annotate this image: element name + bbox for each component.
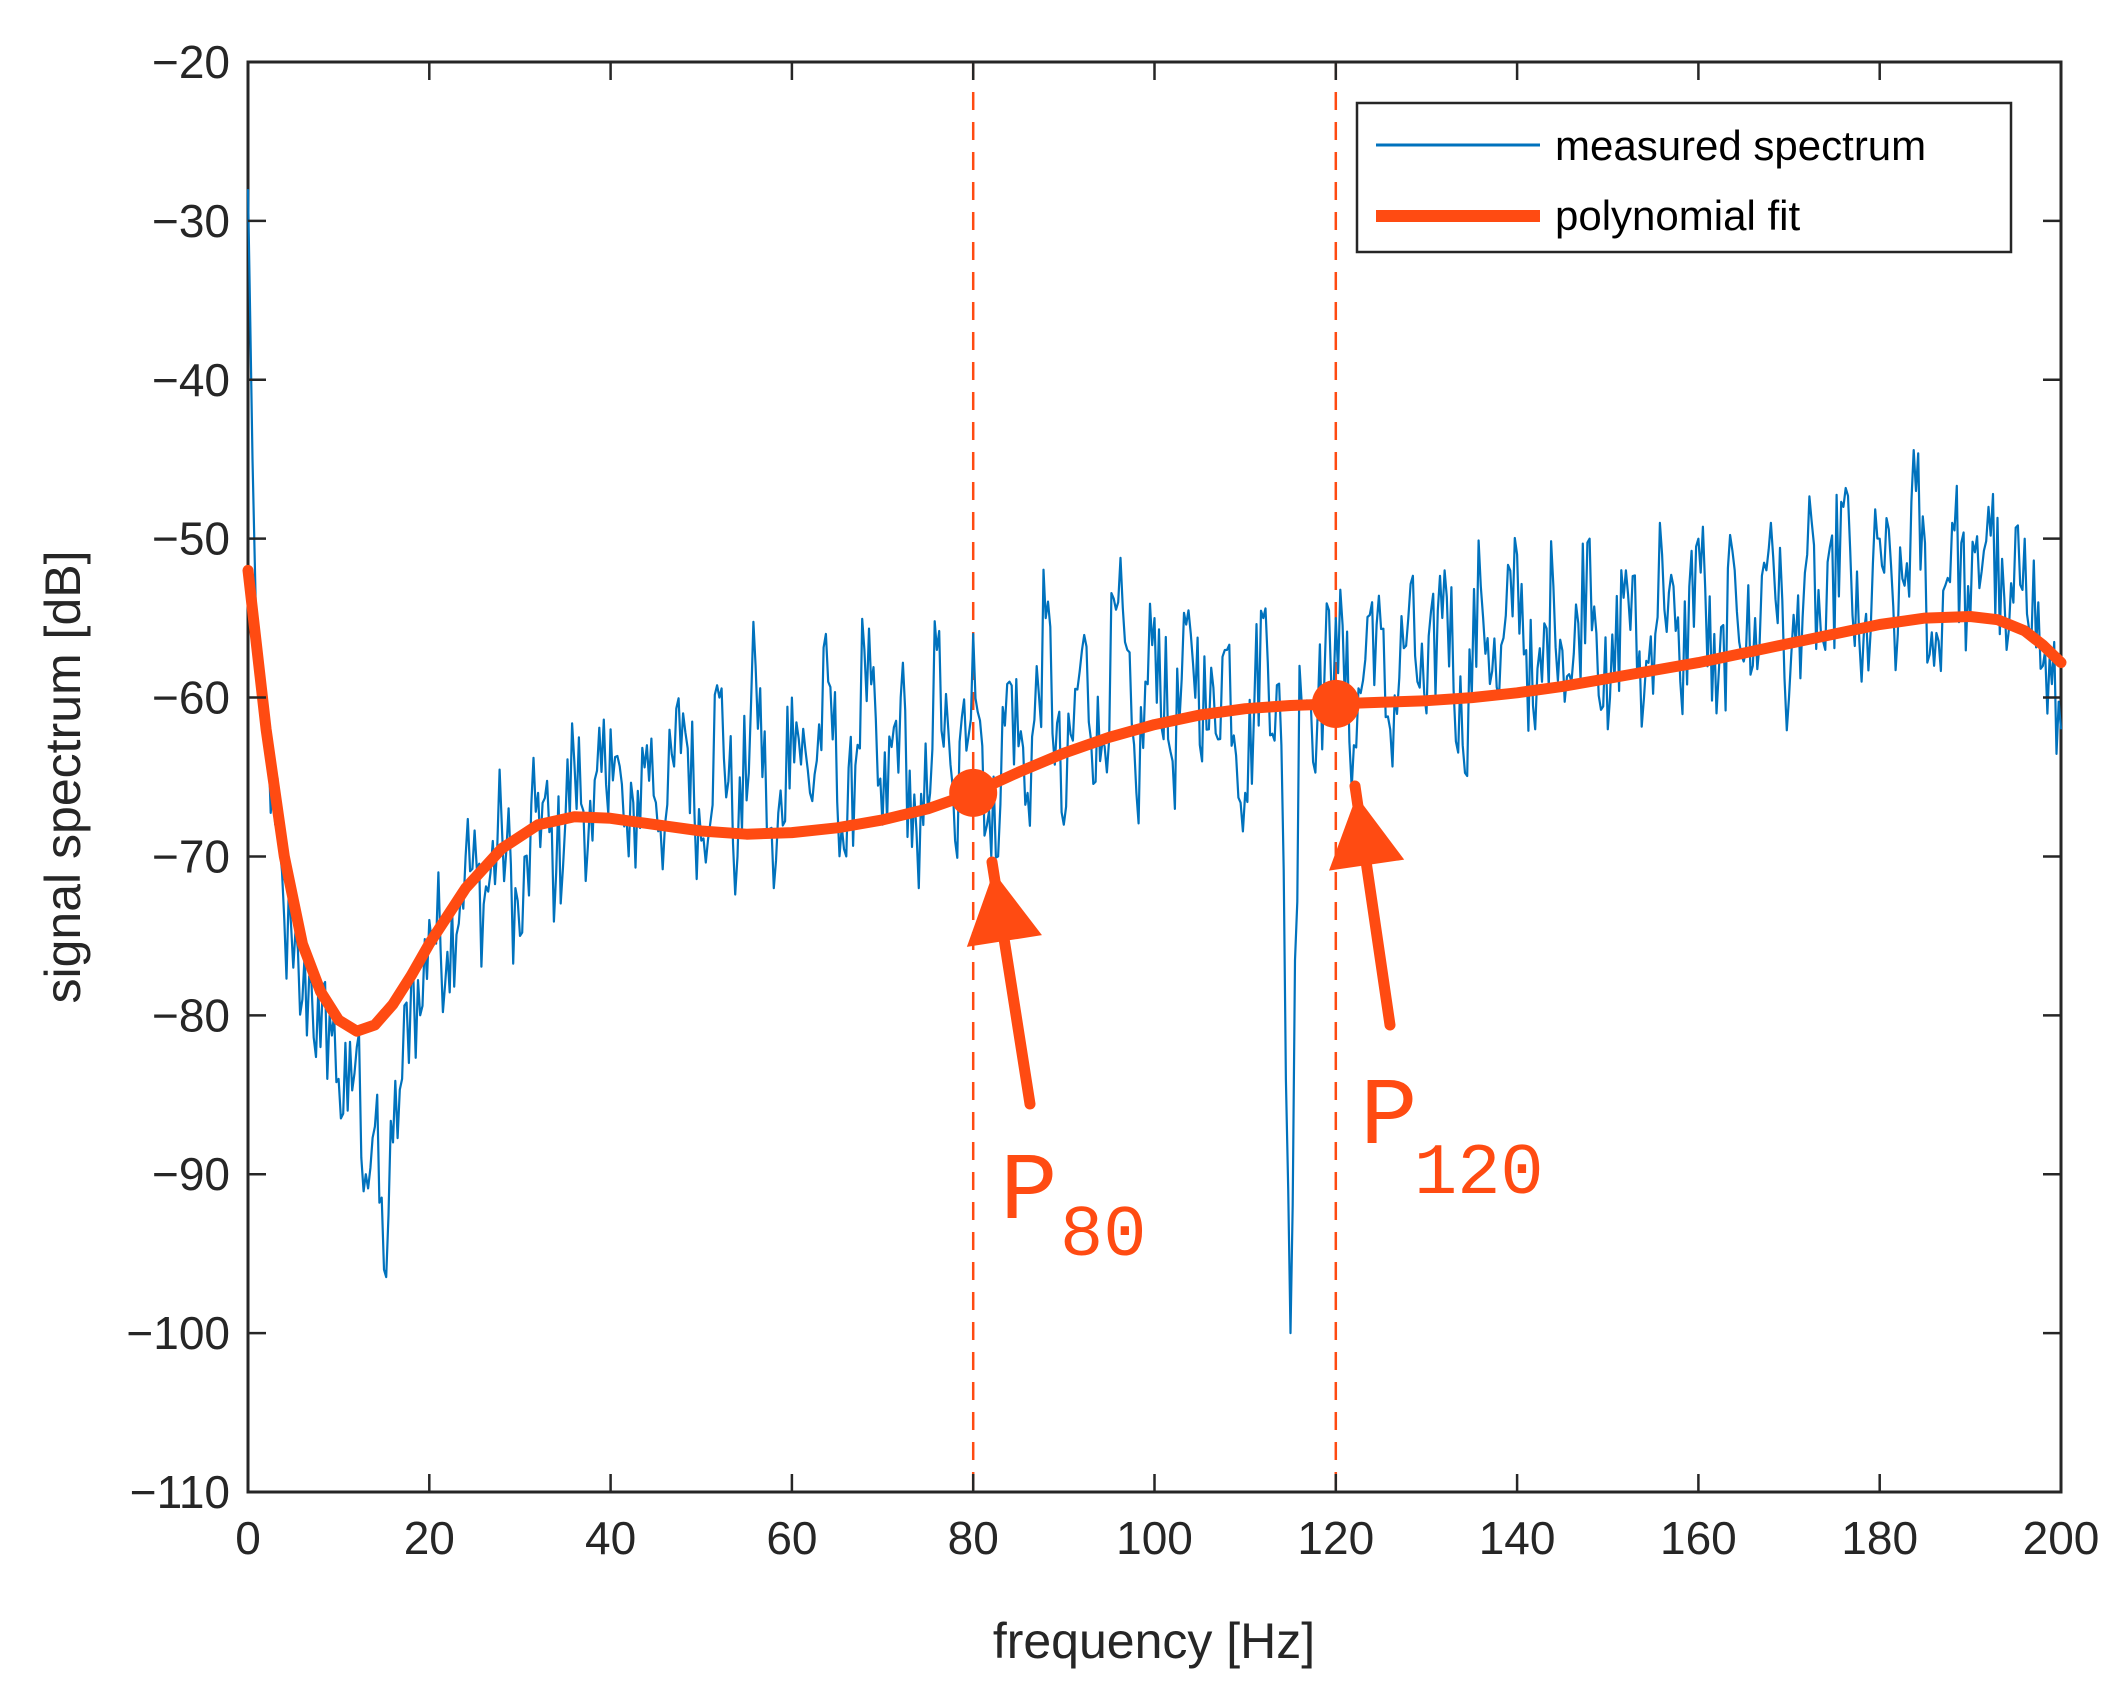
legend: measured spectrum polynomial fit <box>1355 101 2013 254</box>
x-tick-label: 0 <box>235 1512 261 1564</box>
annotation-arrow-head <box>1328 795 1405 871</box>
y-tick-label: −40 <box>152 354 230 406</box>
y-tick-label: −60 <box>152 672 230 724</box>
legend-box <box>1355 101 2013 254</box>
x-tick-label: 20 <box>404 1512 455 1564</box>
polynomial-fit-series <box>242 564 2067 1037</box>
point-label-subscript: 80 <box>1060 1195 1146 1277</box>
y-axis-ticks: −20 −30 −40 −50 −60 −70 −80 −90 −100 −110 <box>126 36 2061 1518</box>
legend-label-fit: polynomial fit <box>1555 192 1800 239</box>
fit-marker-point <box>1311 679 1360 728</box>
x-tick-label: 140 <box>1479 1512 1556 1564</box>
y-tick-label: −80 <box>152 989 230 1041</box>
polynomial-fit-line <box>242 564 2067 1037</box>
y-tick-label: −110 <box>130 1466 230 1518</box>
y-tick-label: −70 <box>152 830 230 882</box>
plot-area <box>246 60 2063 1494</box>
x-axis-label: frequency [Hz] <box>993 1613 1315 1669</box>
y-tick-label: −90 <box>152 1148 230 1200</box>
x-tick-label: 180 <box>1841 1512 1918 1564</box>
y-tick-label: −20 <box>152 36 230 88</box>
x-tick-label: 120 <box>1297 1512 1374 1564</box>
x-tick-label: 60 <box>766 1512 817 1564</box>
x-axis-ticks: 0 20 40 60 80 100 120 140 160 180 200 <box>235 62 2099 1564</box>
y-tick-label: −50 <box>152 513 230 565</box>
fit-marker-point <box>949 768 998 817</box>
point-label-letter: P <box>1360 1063 1418 1172</box>
y-tick-label: −30 <box>152 195 230 247</box>
x-tick-label: 200 <box>2023 1512 2100 1564</box>
x-tick-label: 160 <box>1660 1512 1737 1564</box>
annotation-arrow-head <box>966 871 1042 947</box>
x-tick-label: 40 <box>585 1512 636 1564</box>
x-tick-label: 100 <box>1116 1512 1193 1564</box>
point-label-subscript: 120 <box>1414 1133 1544 1215</box>
legend-label-measured: measured spectrum <box>1555 122 1926 169</box>
y-tick-label: −100 <box>126 1307 230 1359</box>
y-axis-label: signal spectrum [dB] <box>35 551 91 1004</box>
point-label-letter: P <box>1000 1138 1058 1247</box>
x-tick-label: 80 <box>948 1512 999 1564</box>
